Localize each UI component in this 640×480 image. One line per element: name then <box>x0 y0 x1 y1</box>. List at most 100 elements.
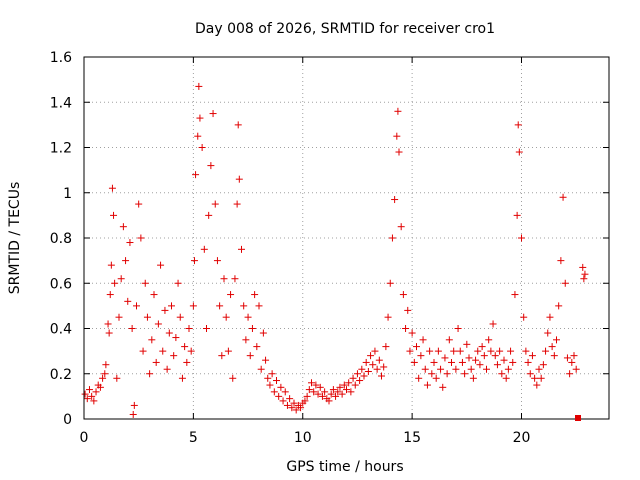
data-point <box>469 374 477 382</box>
data-point <box>273 377 280 385</box>
data-point <box>174 279 182 287</box>
data-point <box>332 392 340 400</box>
data-point <box>194 132 202 140</box>
data-point <box>113 374 121 382</box>
data-point <box>161 306 169 314</box>
data-point <box>281 388 289 396</box>
data-point <box>277 383 285 391</box>
data-point <box>452 365 460 373</box>
data-point <box>417 352 425 360</box>
data-point <box>178 374 186 382</box>
data-point <box>329 386 337 394</box>
data-point <box>378 372 385 380</box>
data-point <box>351 381 359 389</box>
data-point <box>133 302 140 310</box>
data-point <box>362 358 370 366</box>
data-point <box>275 392 283 400</box>
data-point <box>364 367 372 375</box>
data-points <box>81 82 589 418</box>
data-point <box>292 406 300 414</box>
data-point <box>458 358 466 366</box>
data-point <box>489 320 497 328</box>
data-point <box>443 370 451 378</box>
data-point <box>548 343 556 351</box>
data-point <box>195 82 203 90</box>
data-point <box>504 365 512 373</box>
data-point <box>126 239 134 247</box>
data-point <box>170 352 178 360</box>
data-point <box>542 347 550 355</box>
data-point <box>448 358 455 366</box>
y-axis-label: SRMTID / TECUs <box>7 182 23 295</box>
data-point <box>200 245 208 253</box>
data-point <box>316 383 324 391</box>
data-point <box>159 347 167 355</box>
data-point <box>404 306 412 314</box>
data-point <box>463 340 471 348</box>
data-point <box>563 354 571 362</box>
data-point <box>528 352 536 360</box>
data-point <box>81 390 89 398</box>
data-point <box>343 386 350 394</box>
data-point <box>395 148 403 156</box>
data-point <box>493 361 501 369</box>
data-point <box>371 347 379 355</box>
data-point <box>108 184 116 192</box>
data-point <box>297 404 305 412</box>
data-point <box>88 392 96 400</box>
data-point <box>476 361 484 369</box>
data-point <box>216 302 224 310</box>
data-point <box>373 365 381 373</box>
data-point <box>338 390 346 398</box>
data-point <box>101 370 109 378</box>
data-point <box>450 347 458 355</box>
data-point <box>393 132 401 140</box>
data-point <box>253 343 261 351</box>
plot-frame <box>83 56 610 420</box>
data-point <box>262 356 270 364</box>
data-point <box>437 365 445 373</box>
x-tick-label: 15 <box>403 430 421 446</box>
data-point <box>531 374 539 382</box>
data-point <box>408 329 416 337</box>
data-point <box>509 358 517 366</box>
data-point <box>154 320 162 328</box>
data-point <box>139 347 147 355</box>
data-point <box>502 374 510 382</box>
data-point <box>279 397 287 405</box>
data-point <box>399 291 407 299</box>
data-point <box>303 392 311 400</box>
data-point <box>110 211 118 219</box>
data-point <box>270 388 278 396</box>
data-point <box>314 390 322 398</box>
data-point <box>561 279 569 287</box>
data-point <box>515 148 523 156</box>
data-point <box>419 336 427 344</box>
data-point <box>235 175 243 183</box>
data-point <box>397 223 405 231</box>
data-point <box>124 297 132 305</box>
data-point <box>148 336 156 344</box>
x-tick-label: 10 <box>294 430 312 446</box>
data-point <box>439 383 447 391</box>
data-point <box>570 352 578 360</box>
data-point <box>318 392 326 400</box>
y-tick-label: 1.6 <box>50 50 72 66</box>
data-point <box>209 110 217 118</box>
end-marker <box>575 415 581 421</box>
y-tick-label: 0.6 <box>50 276 72 292</box>
data-point <box>496 347 504 355</box>
data-point <box>461 370 469 378</box>
data-point <box>369 361 377 369</box>
data-point <box>107 261 115 269</box>
data-point <box>428 370 436 378</box>
data-point <box>358 365 366 373</box>
data-point <box>334 388 342 396</box>
data-point <box>137 234 145 242</box>
chart-title: Day 008 of 2026, SRMTID for receiver cro… <box>195 21 495 37</box>
data-point <box>465 354 473 362</box>
data-point <box>550 352 558 360</box>
data-point <box>380 363 388 371</box>
data-point <box>189 302 197 310</box>
data-point <box>106 291 114 299</box>
